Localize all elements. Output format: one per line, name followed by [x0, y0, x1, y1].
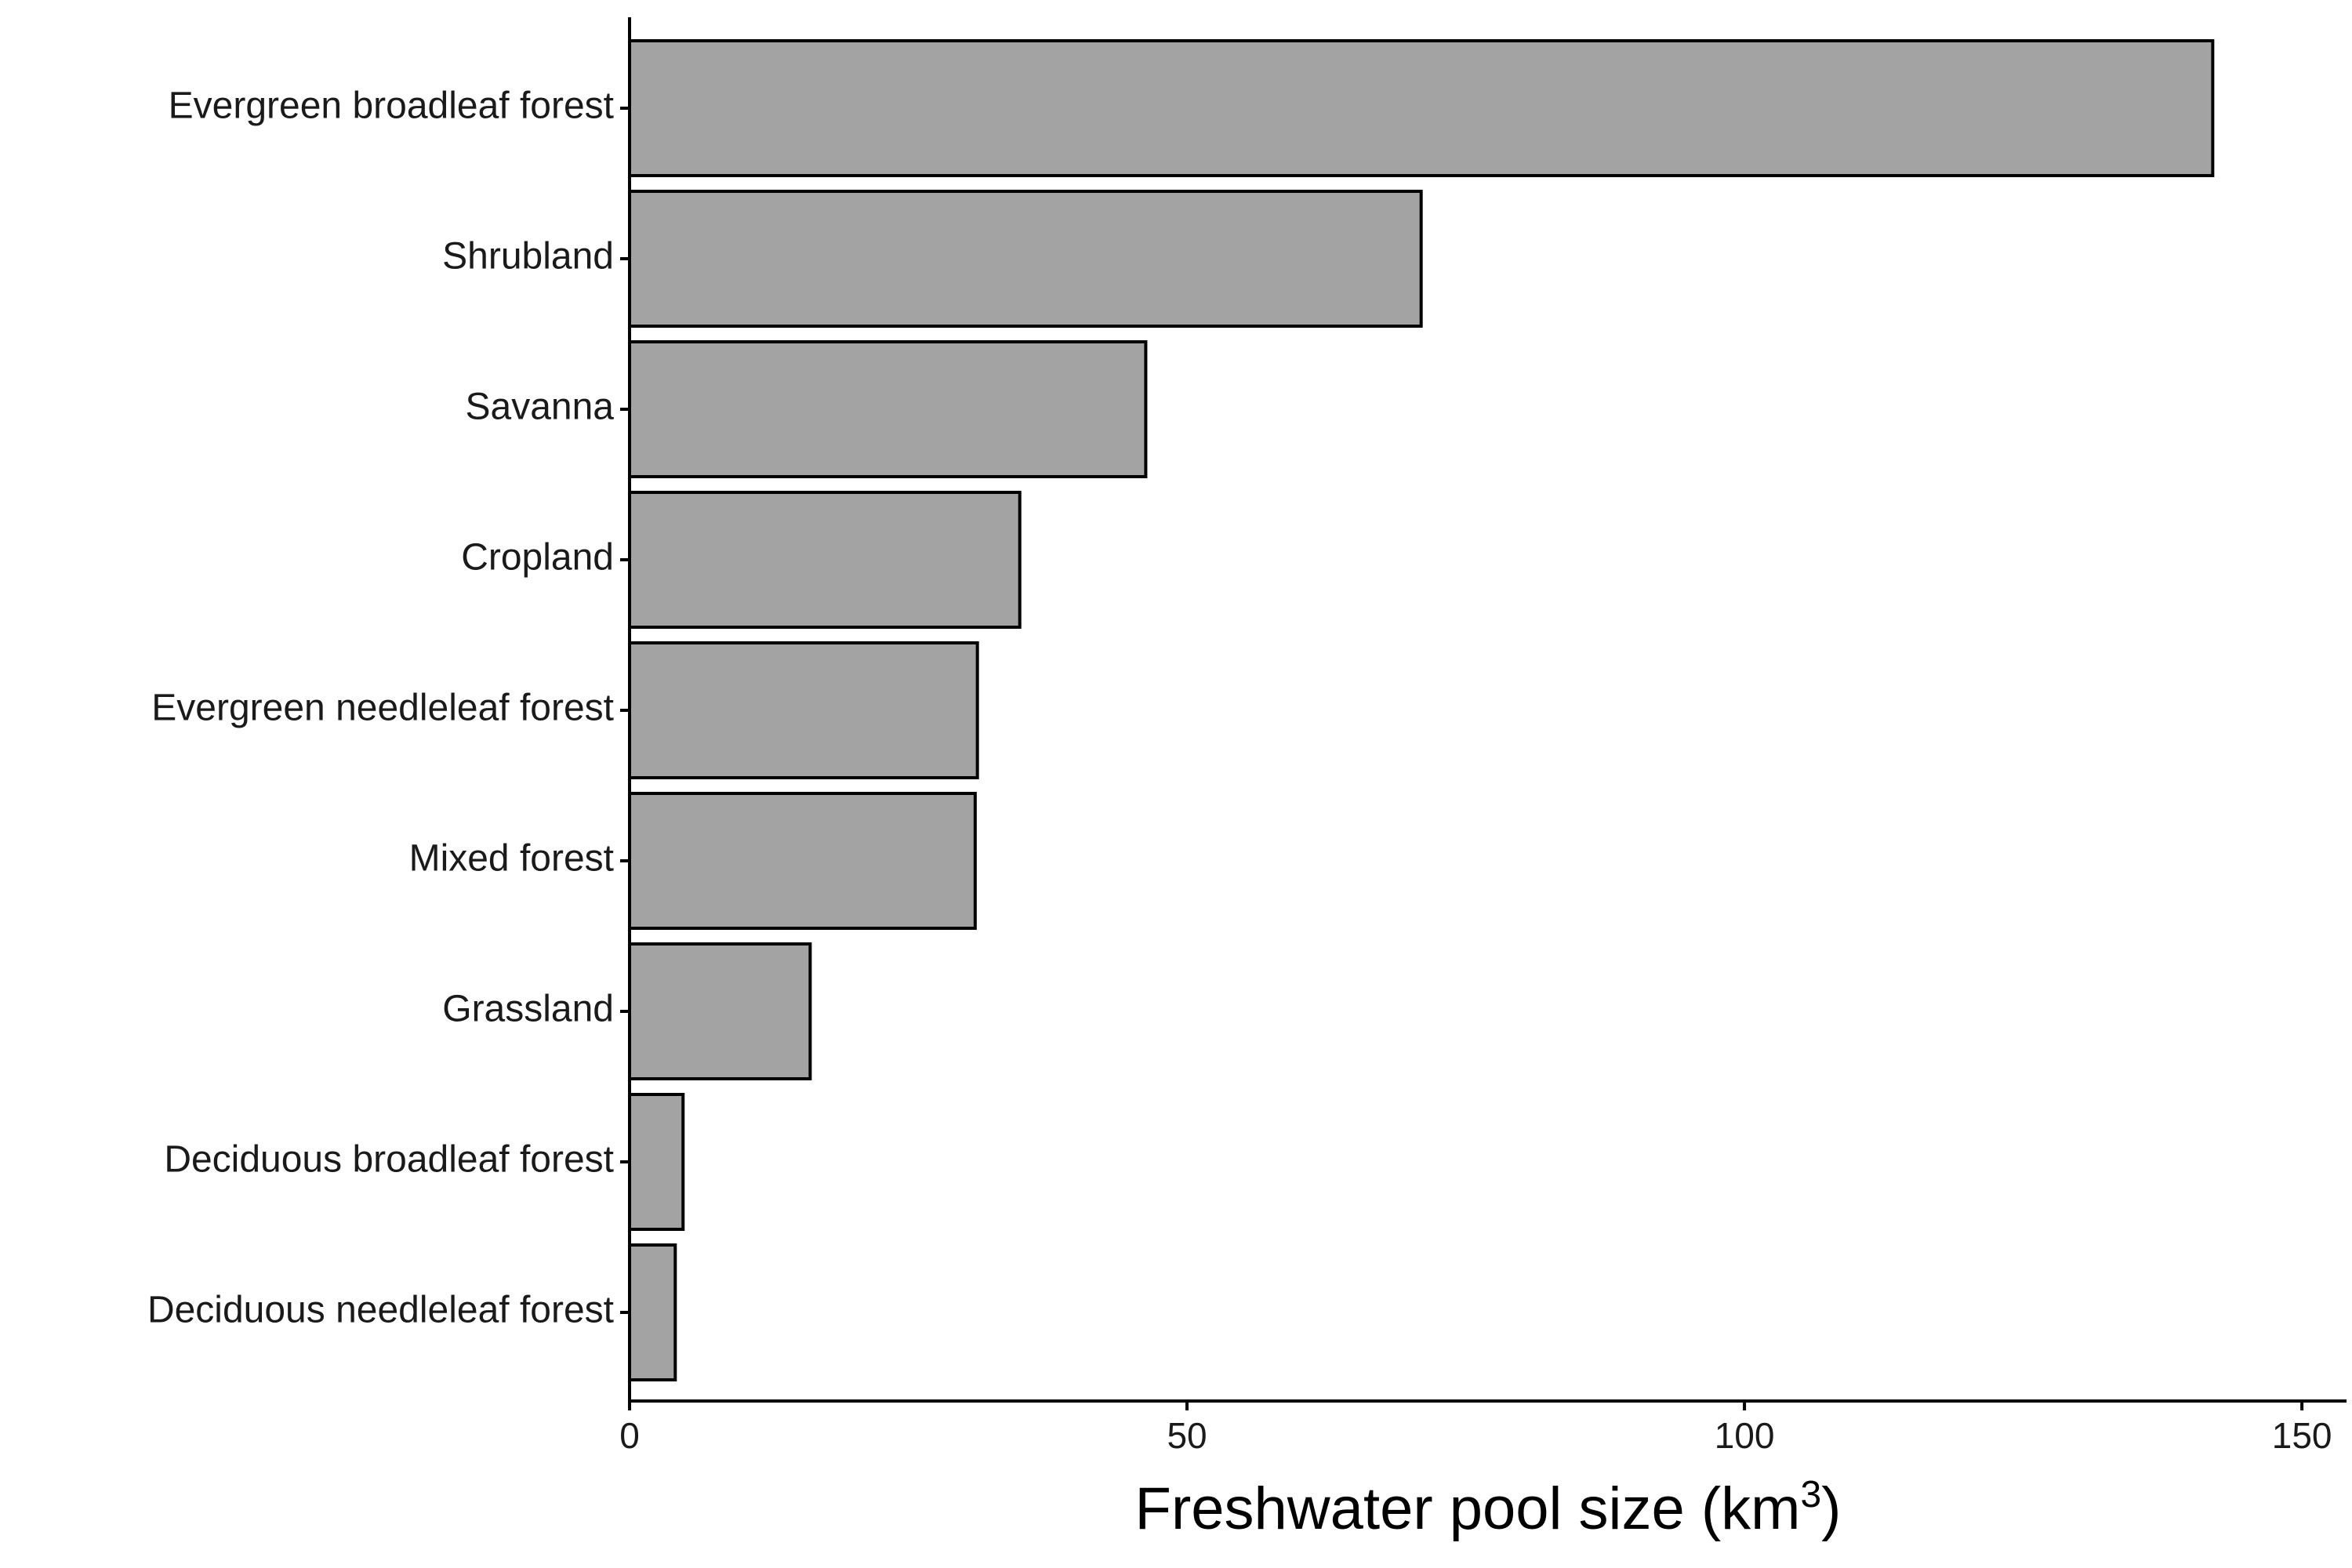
y-tick-label-6: Grassland [442, 989, 614, 1030]
bars-layer [628, 39, 2215, 1381]
x-tick-label-1: 50 [1167, 1415, 1207, 1456]
bar-4 [628, 641, 979, 779]
y-axis-ticks: Evergreen broadleaf forest Shrubland Savan… [147, 85, 630, 1331]
y-tick-label-7: Deciduous broadleaf forest [164, 1139, 614, 1181]
x-axis-title-superscript: 3 [1800, 1474, 1821, 1515]
x-axis-ticks: 0 50 100 150 [619, 1401, 2332, 1456]
bar-1 [628, 190, 1423, 328]
y-tick-label-0: Evergreen broadleaf forest [169, 85, 614, 127]
x-axis-title-suffix: ) [1821, 1475, 1841, 1542]
y-tick-label-8: Deciduous needleleaf forest [147, 1290, 614, 1331]
y-tick-label-5: Mixed forest [409, 838, 614, 880]
bar-0 [628, 39, 2215, 177]
y-tick-label-2: Savanna [466, 387, 615, 428]
x-tick-label-2: 100 [1715, 1415, 1775, 1456]
y-tick-label-4: Evergreen needleleaf forest [151, 688, 614, 729]
bar-5 [628, 792, 977, 930]
x-tick-label-3: 150 [2272, 1415, 2332, 1456]
bar-3 [628, 491, 1022, 629]
x-tick-label-0: 0 [619, 1415, 640, 1456]
x-axis-title-main: Freshwater pool size (km [1135, 1475, 1801, 1542]
bar-8 [628, 1243, 677, 1381]
y-tick-label-1: Shrubland [442, 236, 614, 278]
y-tick-label-3: Cropland [461, 537, 614, 579]
bar-6 [628, 942, 812, 1080]
x-axis-title: Freshwater pool size (km3) [1135, 1474, 1842, 1542]
bar-7 [628, 1093, 685, 1231]
bar-2 [628, 340, 1148, 478]
